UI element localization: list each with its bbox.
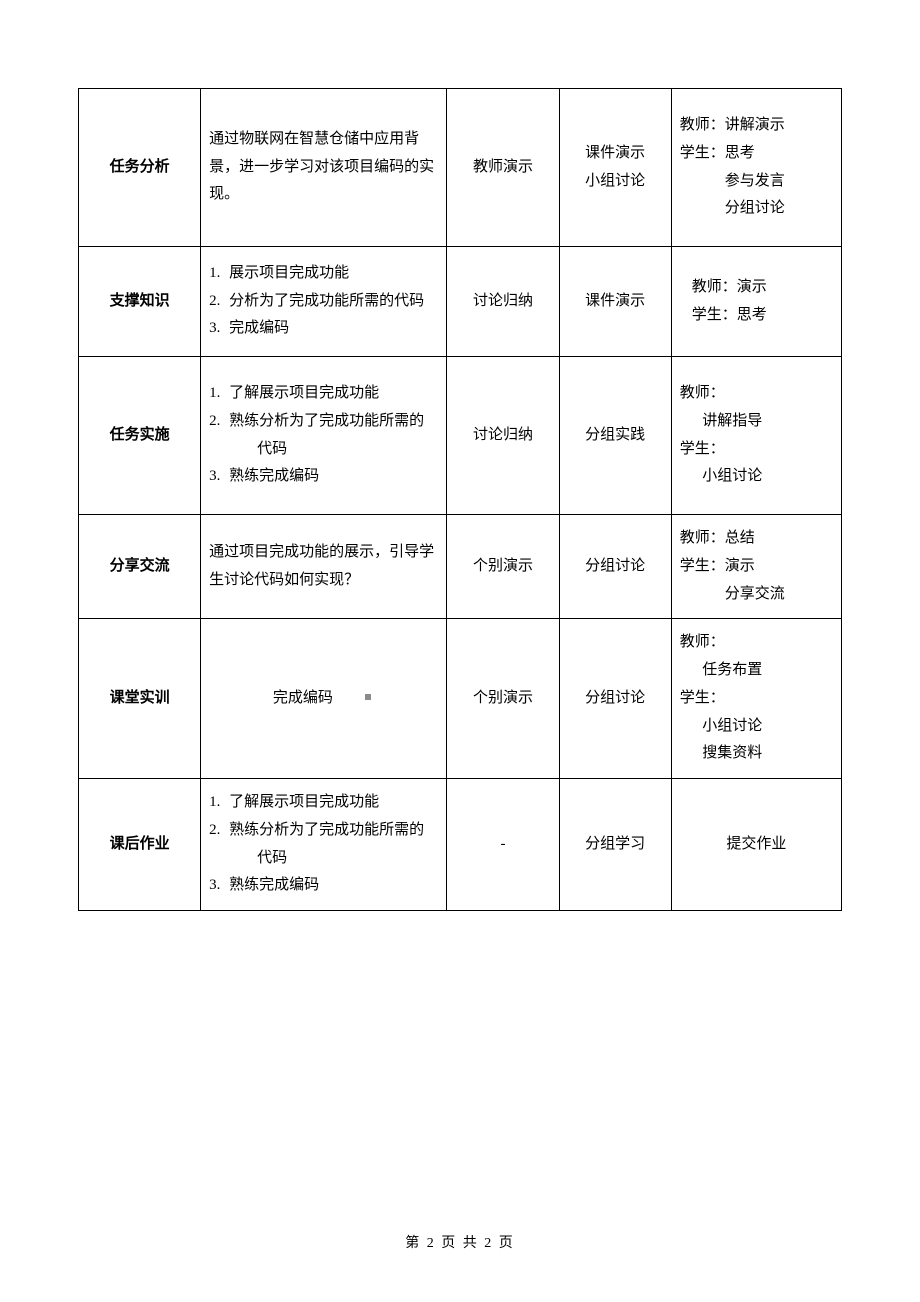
student-label: 学生：	[680, 690, 725, 706]
table-body: 任务分析 通过物联网在智慧仓储中应用背景，进一步学习对该项目编码的实现。 教师演…	[79, 89, 842, 911]
row-form: 分组讨论	[559, 515, 671, 619]
teacher-line: 讲解指导	[680, 408, 833, 436]
row-roles: 提交作业	[671, 779, 841, 911]
table-row: 课后作业 了解展示项目完成功能 熟练分析为了完成功能所需的代码 熟练完成编码 -…	[79, 779, 842, 911]
row-form: 课件演示	[559, 247, 671, 357]
row-content: 通过项目完成功能的展示，引导学生讨论代码如何实现？	[201, 515, 447, 619]
form-line: 小组讨论	[568, 168, 663, 196]
marker-icon	[365, 694, 371, 700]
row-content: 完成编码	[201, 619, 447, 779]
teacher-label: 教师：	[680, 385, 725, 401]
student-line: 思考	[737, 307, 767, 323]
row-roles: 教师：讲解演示 学生：思考 参与发言 分组讨论	[671, 89, 841, 247]
page-content: 任务分析 通过物联网在智慧仓储中应用背景，进一步学习对该项目编码的实现。 教师演…	[0, 0, 920, 911]
teacher-text: 演示	[737, 279, 767, 295]
row-form: 课件演示 小组讨论	[559, 89, 671, 247]
row-form: 分组学习	[559, 779, 671, 911]
teacher-text: 总结	[725, 530, 755, 546]
row-content: 了解展示项目完成功能 熟练分析为了完成功能所需的代码 熟练完成编码	[201, 357, 447, 515]
row-method: 教师演示	[447, 89, 559, 247]
student-line: 小组讨论	[680, 713, 833, 741]
row-form: 分组实践	[559, 357, 671, 515]
row-method: -	[447, 779, 559, 911]
teacher-label: 教师：	[680, 117, 725, 133]
content-list: 了解展示项目完成功能 熟练分析为了完成功能所需的代码 熟练完成编码	[209, 789, 438, 900]
student-line: 演示	[725, 558, 755, 574]
student-line: 小组讨论	[680, 463, 833, 491]
row-method: 个别演示	[447, 619, 559, 779]
student-label: 学生：	[692, 307, 737, 323]
list-item: 熟练分析为了完成功能所需的代码	[209, 817, 438, 873]
content-list: 了解展示项目完成功能 熟练分析为了完成功能所需的代码 熟练完成编码	[209, 380, 438, 491]
list-item: 展示项目完成功能	[209, 260, 438, 288]
list-item: 了解展示项目完成功能	[209, 789, 438, 817]
row-content: 展示项目完成功能 分析为了完成功能所需的代码 完成编码	[201, 247, 447, 357]
teacher-label: 教师：	[680, 530, 725, 546]
list-item: 熟练完成编码	[209, 463, 438, 491]
row-label: 支撑知识	[79, 247, 201, 357]
form-line: 课件演示	[568, 140, 663, 168]
student-line: 思考	[725, 145, 755, 161]
table-row: 分享交流 通过项目完成功能的展示，引导学生讨论代码如何实现？ 个别演示 分组讨论…	[79, 515, 842, 619]
student-line: 分组讨论	[680, 195, 833, 223]
row-content: 通过物联网在智慧仓储中应用背景，进一步学习对该项目编码的实现。	[201, 89, 447, 247]
row-label: 分享交流	[79, 515, 201, 619]
content-text: 完成编码	[273, 690, 333, 706]
teacher-line: 任务布置	[680, 657, 833, 685]
student-label: 学生：	[680, 441, 725, 457]
list-item: 了解展示项目完成功能	[209, 380, 438, 408]
row-roles: 教师：演示 学生：思考	[671, 247, 841, 357]
row-method: 个别演示	[447, 515, 559, 619]
list-item: 熟练分析为了完成功能所需的代码	[209, 408, 438, 464]
student-label: 学生：	[680, 145, 725, 161]
page-footer: 第 2 页 共 2 页	[0, 1232, 920, 1252]
table-row: 课堂实训 完成编码 个别演示 分组讨论 教师： 任务布置 学生： 小组讨论 搜集…	[79, 619, 842, 779]
row-form: 分组讨论	[559, 619, 671, 779]
row-roles: 教师：总结 学生：演示 分享交流	[671, 515, 841, 619]
student-line: 分享交流	[680, 581, 833, 609]
row-roles: 教师： 任务布置 学生： 小组讨论 搜集资料	[671, 619, 841, 779]
row-label: 任务分析	[79, 89, 201, 247]
teacher-label: 教师：	[680, 634, 725, 650]
row-label: 任务实施	[79, 357, 201, 515]
lesson-table: 任务分析 通过物联网在智慧仓储中应用背景，进一步学习对该项目编码的实现。 教师演…	[78, 88, 842, 911]
content-list: 展示项目完成功能 分析为了完成功能所需的代码 完成编码	[209, 260, 438, 343]
row-label: 课后作业	[79, 779, 201, 911]
list-item: 分析为了完成功能所需的代码	[209, 288, 438, 316]
table-row: 任务实施 了解展示项目完成功能 熟练分析为了完成功能所需的代码 熟练完成编码 讨…	[79, 357, 842, 515]
table-row: 支撑知识 展示项目完成功能 分析为了完成功能所需的代码 完成编码 讨论归纳 课件…	[79, 247, 842, 357]
table-row: 任务分析 通过物联网在智慧仓储中应用背景，进一步学习对该项目编码的实现。 教师演…	[79, 89, 842, 247]
row-roles: 教师： 讲解指导 学生： 小组讨论	[671, 357, 841, 515]
student-label: 学生：	[680, 558, 725, 574]
row-method: 讨论归纳	[447, 357, 559, 515]
row-content: 了解展示项目完成功能 熟练分析为了完成功能所需的代码 熟练完成编码	[201, 779, 447, 911]
row-label: 课堂实训	[79, 619, 201, 779]
teacher-label: 教师：	[692, 279, 737, 295]
student-line: 参与发言	[680, 168, 833, 196]
list-item: 完成编码	[209, 315, 438, 343]
list-item: 熟练完成编码	[209, 872, 438, 900]
row-method: 讨论归纳	[447, 247, 559, 357]
student-line: 搜集资料	[680, 740, 833, 768]
teacher-text: 讲解演示	[725, 117, 785, 133]
